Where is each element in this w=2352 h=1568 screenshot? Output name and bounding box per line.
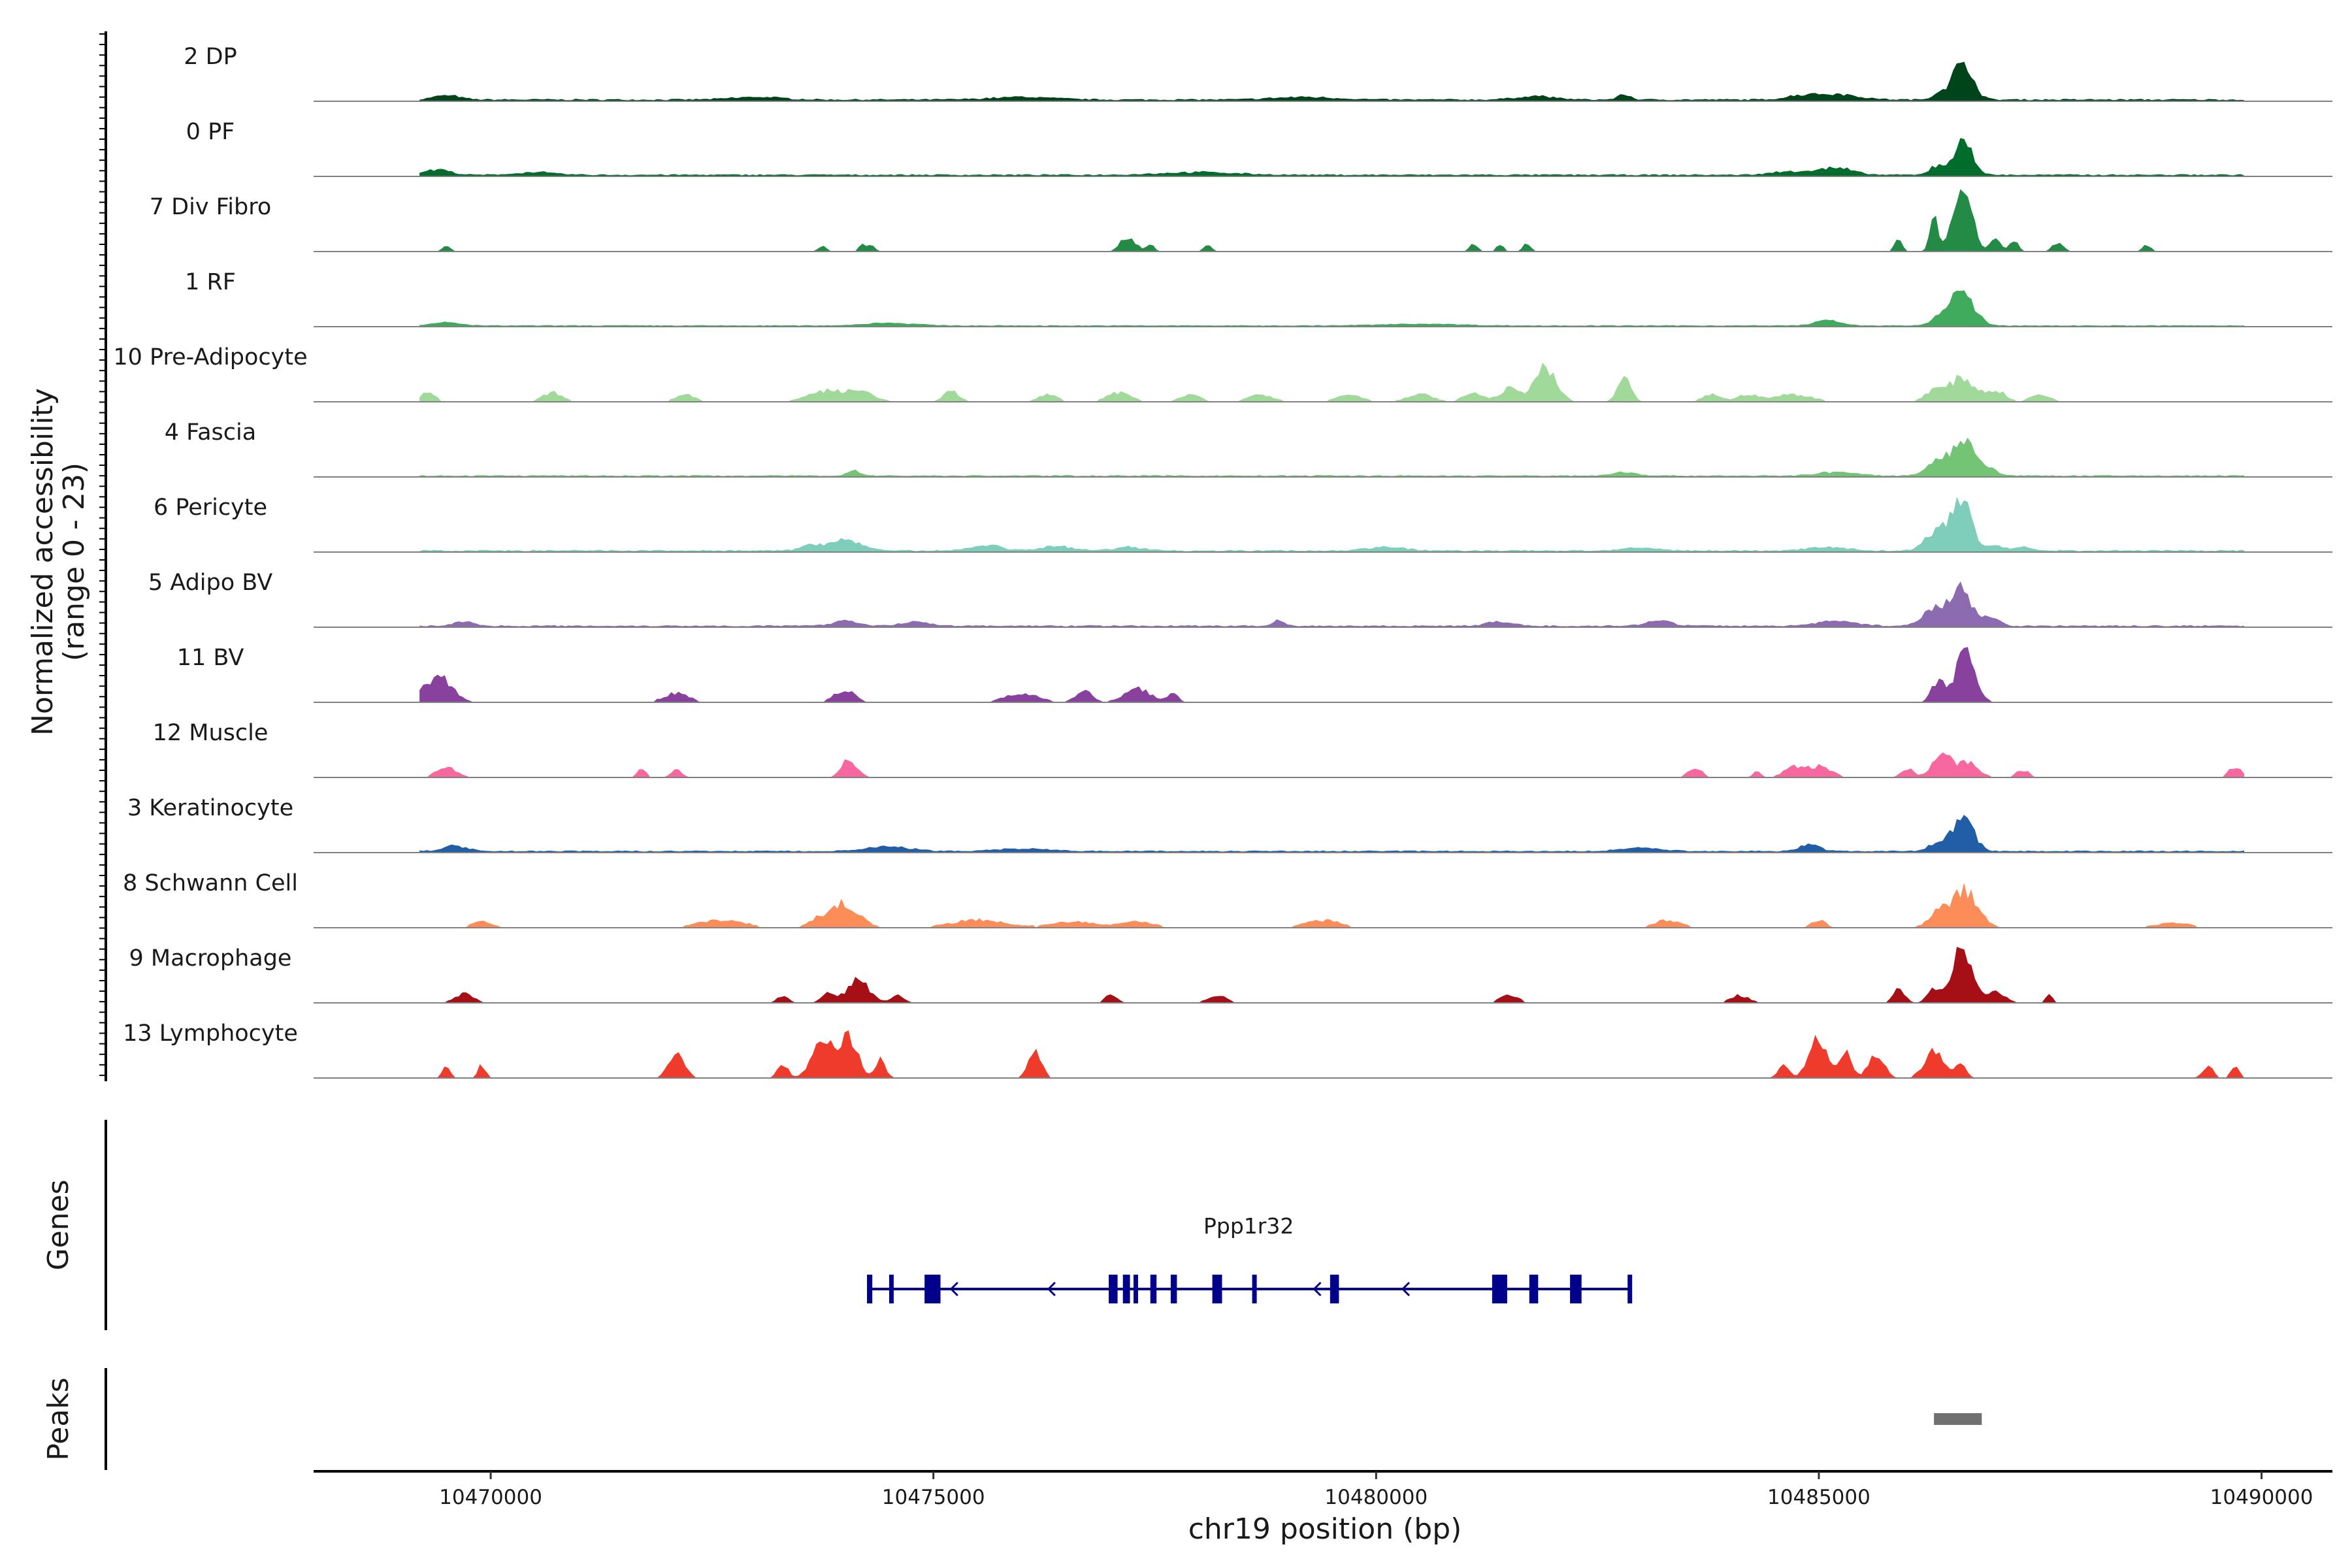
strand-arrow <box>1313 1281 1322 1297</box>
gene-exon <box>1122 1275 1130 1303</box>
track-label: 12 Muscle <box>153 720 269 746</box>
track-13: 9 Macrophage <box>129 945 2332 1004</box>
x-tick-label: 10475000 <box>882 1486 985 1509</box>
gene-exon <box>1170 1275 1177 1303</box>
strand-arrow <box>949 1281 958 1297</box>
track-3: 7 Div Fibro <box>150 189 2332 252</box>
gene-exon <box>1109 1275 1118 1303</box>
coverage-area <box>419 61 2244 102</box>
y-axis-range-title: (range 0 - 23) <box>57 463 91 661</box>
gene-exon <box>1252 1275 1257 1303</box>
x-tick-label: 10480000 <box>1324 1486 1428 1509</box>
gene-exon <box>1570 1275 1582 1303</box>
x-tick-label: 10485000 <box>1767 1486 1870 1509</box>
gene-exon <box>1492 1275 1507 1303</box>
track-label: 3 Keratinocyte <box>127 795 293 821</box>
coverage-tracks: 2 DP 0 PF 7 Div Fibro 1 RF 10 Pre-Adipocyte 4… <box>113 44 2332 1079</box>
x-axis: 10470000 10475000 10480000 10485000 10490000 <box>314 1470 2332 1509</box>
peak-region <box>1934 1413 1982 1425</box>
coverage-area <box>419 1030 2245 1079</box>
track-label: 5 Adipo BV <box>148 570 272 596</box>
track-label: 10 Pre-Adipocyte <box>113 344 307 370</box>
track-label: 9 Macrophage <box>129 945 292 972</box>
gene-exon <box>1150 1275 1157 1303</box>
coverage-area <box>419 437 2244 478</box>
track-1: 2 DP <box>184 44 2332 102</box>
gene-exon <box>1627 1275 1633 1303</box>
track-11: 3 Keratinocyte <box>127 795 2332 853</box>
track-label: 11 BV <box>177 645 244 671</box>
genes-axis-title: Genes <box>42 1179 75 1270</box>
gene-exon <box>867 1275 873 1303</box>
coverage-area <box>419 581 2244 628</box>
coverage-area <box>419 647 2244 703</box>
track-8: 5 Adipo BV <box>148 570 2332 628</box>
coverage-area <box>419 363 2244 402</box>
gene-exon <box>1133 1275 1138 1303</box>
gene-exon <box>924 1275 941 1303</box>
coverage-left-axis <box>99 31 107 1081</box>
track-10: 12 Muscle <box>153 720 2332 778</box>
track-6: 4 Fascia <box>165 419 2332 478</box>
gene-track: Ppp1r32 <box>867 1213 1633 1303</box>
track-label: 4 Fascia <box>165 419 256 446</box>
coverage-area <box>419 947 2244 1004</box>
coverage-area <box>419 497 2244 553</box>
gene-exon <box>1212 1275 1222 1303</box>
x-axis-title: chr19 position (bp) <box>1188 1512 1462 1546</box>
track-9: 11 BV <box>177 645 2332 703</box>
track-label: 2 DP <box>184 44 237 70</box>
track-label: 1 RF <box>185 269 236 295</box>
peaks-axis-title: Peaks <box>42 1377 75 1460</box>
track-5: 10 Pre-Adipocyte <box>113 344 2332 402</box>
gene-label: Ppp1r32 <box>1203 1213 1294 1239</box>
coverage-area <box>419 189 2244 252</box>
coverage-area <box>419 752 2244 778</box>
y-axis-title: Normalized accessibility <box>26 388 59 736</box>
track-label: 8 Schwann Cell <box>123 870 298 896</box>
track-2: 0 PF <box>186 119 2332 177</box>
track-label: 13 Lymphocyte <box>123 1021 298 1047</box>
track-label: 7 Div Fibro <box>150 194 271 220</box>
track-12: 8 Schwann Cell <box>123 870 2332 928</box>
coverage-area <box>419 290 2244 327</box>
track-14: 13 Lymphocyte <box>123 1021 2332 1079</box>
gene-exon <box>889 1275 894 1303</box>
x-tick-label: 10490000 <box>2210 1486 2313 1509</box>
peaks-track <box>1934 1413 1982 1425</box>
track-label: 0 PF <box>186 119 235 145</box>
track-4: 1 RF <box>185 269 2332 327</box>
coverage-area <box>419 138 2244 177</box>
track-7: 6 Pericyte <box>154 495 2332 553</box>
gene-exon <box>1529 1275 1539 1303</box>
strand-arrow <box>1047 1281 1056 1297</box>
gene-exon <box>1330 1275 1339 1303</box>
track-label: 6 Pericyte <box>154 495 267 521</box>
strand-arrow <box>1401 1281 1411 1297</box>
x-tick-label: 10470000 <box>439 1486 542 1509</box>
coverage-area <box>419 815 2244 853</box>
coverage-area <box>419 883 2244 928</box>
